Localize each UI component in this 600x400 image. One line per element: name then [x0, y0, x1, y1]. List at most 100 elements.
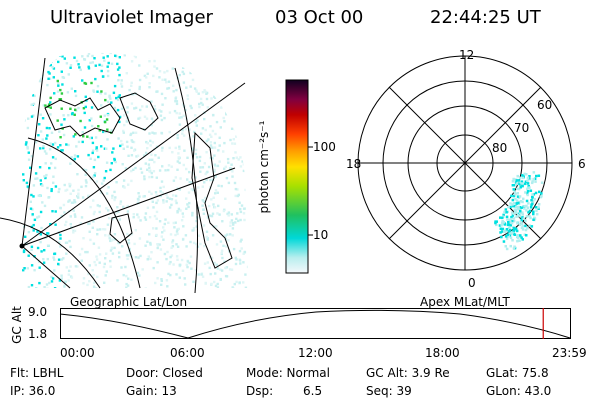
emission-pixel — [81, 79, 84, 82]
emission-pixel — [210, 198, 213, 201]
emission-pixel — [106, 69, 110, 73]
emission-pixel — [175, 88, 178, 92]
emission-pixel — [175, 243, 178, 246]
emission-pixel — [514, 192, 517, 196]
emission-pixel — [199, 97, 203, 101]
emission-pixel — [540, 181, 544, 184]
emission-pixel — [135, 52, 139, 56]
emission-pixel — [221, 54, 225, 57]
emission-pixel — [171, 67, 174, 70]
emission-pixel — [130, 102, 134, 105]
emission-pixel — [186, 156, 189, 159]
emission-pixel — [82, 277, 86, 280]
emission-pixel — [160, 110, 163, 113]
emission-pixel — [229, 79, 233, 82]
emission-pixel — [215, 225, 218, 228]
emission-pixel — [238, 106, 241, 110]
emission-pixel — [177, 156, 180, 159]
emission-pixel — [515, 179, 519, 182]
emission-pixel — [164, 78, 167, 81]
emission-pixel — [195, 156, 199, 159]
emission-pixel — [243, 218, 246, 222]
emission-pixel — [222, 244, 225, 247]
emission-pixel — [98, 210, 101, 214]
emission-pixel — [39, 147, 42, 150]
emission-pixel — [94, 77, 97, 81]
emission-pixel — [103, 130, 107, 134]
emission-pixel — [239, 156, 242, 159]
emission-pixel — [518, 211, 522, 215]
emission-pixel — [515, 229, 519, 233]
emission-pixel — [33, 94, 36, 98]
emission-pixel — [106, 100, 110, 103]
emission-pixel — [159, 194, 162, 198]
emission-pixel — [147, 255, 150, 258]
emission-pixel — [512, 247, 516, 250]
emission-pixel — [148, 233, 151, 236]
emission-pixel — [122, 129, 125, 133]
emission-pixel — [117, 95, 120, 99]
emission-pixel — [204, 90, 207, 94]
emission-pixel — [29, 85, 32, 88]
emission-pixel — [239, 57, 243, 60]
emission-pixel — [164, 218, 167, 221]
emission-pixel — [100, 104, 103, 107]
emission-pixel — [62, 203, 66, 207]
emission-pixel — [155, 201, 158, 205]
emission-pixel — [201, 275, 205, 278]
emission-pixel — [224, 266, 227, 270]
emission-pixel — [232, 138, 235, 141]
emission-pixel — [144, 287, 147, 288]
emission-pixel — [103, 59, 106, 62]
emission-pixel — [122, 273, 125, 277]
emission-pixel — [30, 193, 33, 197]
emission-pixel — [237, 158, 240, 161]
emission-pixel — [88, 136, 92, 140]
emission-pixel — [223, 56, 227, 60]
emission-pixel — [84, 168, 88, 172]
emission-pixel — [178, 112, 181, 115]
emission-pixel — [217, 91, 220, 94]
emission-pixel — [118, 56, 121, 59]
emission-pixel — [514, 211, 517, 214]
dsp-info: Dsp: — [246, 384, 274, 398]
emission-pixel — [203, 117, 206, 121]
emission-pixel — [520, 222, 524, 225]
emission-pixel — [178, 188, 181, 191]
emission-pixel — [87, 153, 90, 157]
emission-pixel — [66, 91, 70, 94]
emission-pixel — [197, 234, 200, 237]
emission-pixel — [221, 220, 224, 223]
emission-pixel — [529, 189, 533, 192]
emission-pixel — [173, 109, 177, 113]
emission-pixel — [49, 142, 52, 145]
emission-pixel — [161, 78, 164, 81]
emission-pixel — [94, 263, 97, 267]
emission-pixel — [180, 219, 184, 222]
emission-pixel — [244, 207, 248, 210]
emission-pixel — [84, 179, 88, 182]
emission-pixel — [512, 204, 515, 208]
emission-pixel — [160, 180, 164, 183]
emission-pixel — [203, 181, 206, 184]
emission-pixel — [177, 152, 180, 155]
emission-pixel — [110, 162, 113, 165]
emission-pixel — [65, 188, 69, 192]
emission-pixel — [166, 69, 169, 73]
emission-pixel — [37, 134, 40, 137]
emission-pixel — [174, 199, 178, 202]
emission-pixel — [143, 115, 147, 118]
emission-pixel — [526, 192, 529, 195]
emission-pixel — [238, 249, 242, 253]
polar-plot — [357, 55, 573, 271]
emission-pixel — [204, 282, 207, 285]
emission-pixel — [246, 265, 248, 269]
emission-pixel — [203, 262, 207, 265]
emission-pixel — [500, 230, 504, 233]
emission-pixel — [99, 115, 102, 118]
emission-pixel — [146, 168, 149, 171]
emission-pixel — [123, 186, 126, 189]
emission-pixel — [146, 258, 150, 261]
emission-pixel — [27, 254, 30, 257]
emission-pixel — [510, 194, 513, 198]
